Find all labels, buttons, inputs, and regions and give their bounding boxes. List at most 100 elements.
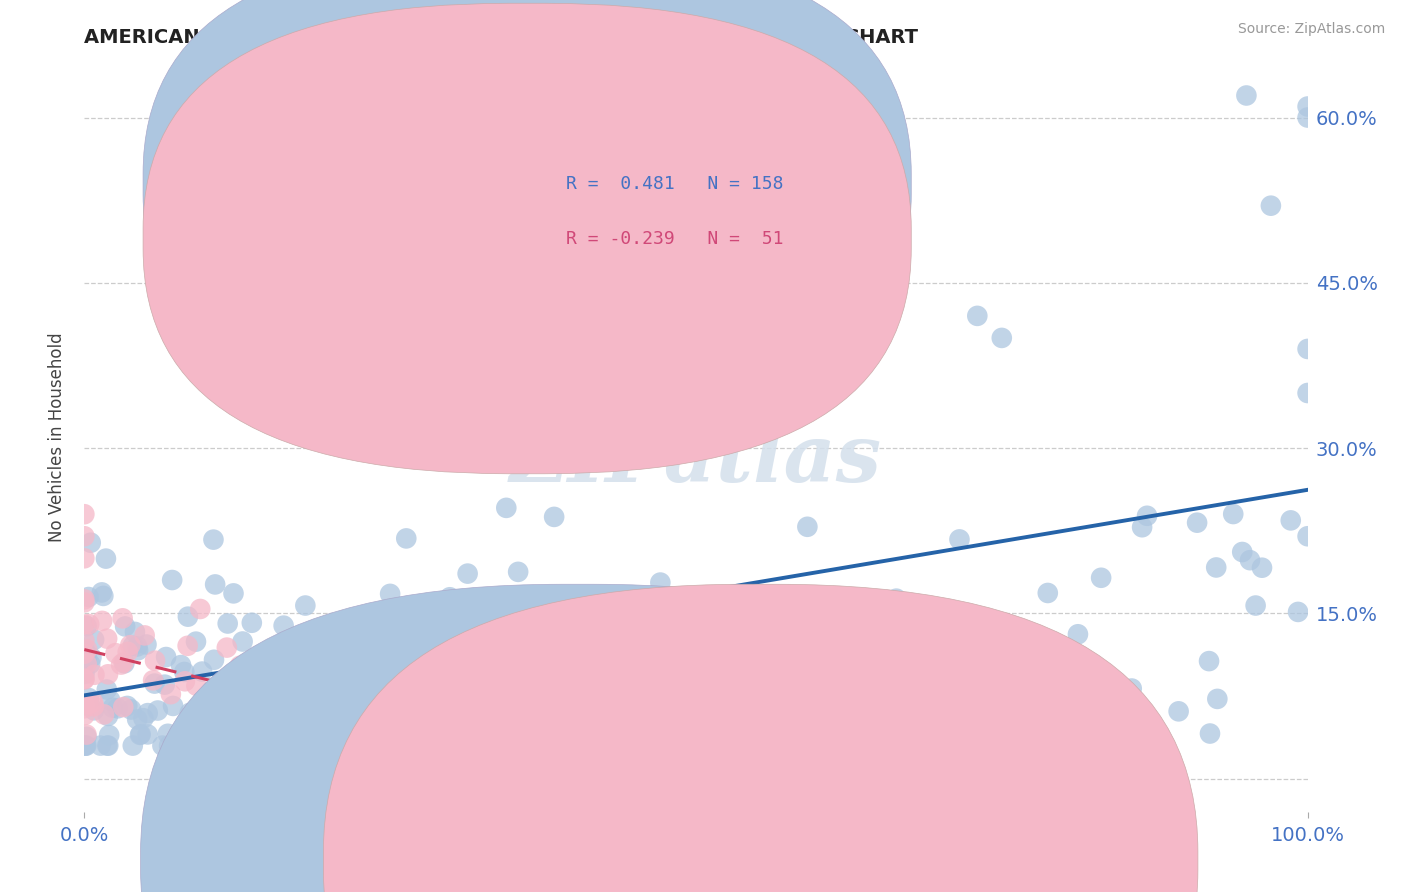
Point [1236,88,1258,103]
Point [555,719,578,733]
Point [460,709,482,723]
Point [1251,560,1274,574]
FancyBboxPatch shape [143,4,911,474]
Point [114,619,136,633]
Point [83,703,105,717]
Point [1296,111,1319,125]
Point [948,533,970,547]
Point [352,675,374,690]
Point [745,649,768,664]
Point [1067,627,1090,641]
Point [886,591,908,606]
Point [120,638,142,652]
Text: Americans: Americans [599,852,695,870]
Point [110,657,132,672]
FancyBboxPatch shape [143,0,911,419]
Point [1260,199,1282,213]
Point [75,739,97,753]
Point [160,573,183,587]
Point [1296,99,1319,113]
Point [534,696,557,710]
Point [120,702,142,716]
Point [97,739,120,753]
Point [93,707,115,722]
Point [157,739,180,753]
Point [1296,386,1319,401]
Point [188,602,211,616]
Point [249,710,271,724]
Point [378,587,401,601]
Point [76,651,98,665]
Point [495,500,517,515]
Point [747,220,769,235]
Point [239,667,262,681]
Point [463,658,485,673]
Point [80,535,103,549]
Point [160,687,183,701]
Point [73,673,96,687]
Point [232,634,254,648]
Point [97,667,120,681]
Point [96,632,118,646]
Point [544,615,567,629]
Point [75,655,97,669]
Point [83,699,105,714]
Point [1136,508,1159,523]
Point [155,650,177,665]
Point [222,586,245,600]
Point [111,611,134,625]
Point [215,640,238,655]
Point [142,673,165,688]
Point [682,613,704,627]
Point [73,708,96,723]
Point [1286,605,1309,619]
Point [94,551,117,566]
Point [184,634,207,648]
Point [173,665,195,679]
Point [897,652,920,666]
Point [569,622,592,636]
Point [112,656,135,670]
Point [176,639,198,653]
Point [540,601,562,615]
Point [98,728,121,742]
Point [375,714,398,729]
Point [217,616,239,631]
Point [129,727,152,741]
Point [73,698,96,712]
Text: R =  0.481   N = 158: R = 0.481 N = 158 [567,175,783,193]
Point [224,672,246,686]
Point [344,614,367,628]
Point [1296,342,1319,356]
Point [1206,692,1229,706]
Point [73,667,96,681]
Point [966,309,988,323]
Point [450,667,472,681]
Point [650,575,672,590]
Point [844,243,866,257]
Point [112,657,135,671]
Point [124,624,146,639]
Point [73,739,96,753]
Point [1185,516,1208,530]
Point [101,700,124,714]
Text: ZIPatlas: ZIPatlas [510,421,882,499]
Point [1130,520,1153,534]
Point [543,509,565,524]
Point [789,646,811,660]
FancyBboxPatch shape [475,145,891,276]
Point [117,645,139,659]
Point [614,607,637,621]
Point [77,617,100,632]
Point [162,698,184,713]
Point [136,727,159,741]
Point [80,650,103,665]
Point [152,739,174,753]
Point [668,592,690,607]
Point [991,331,1014,345]
Point [250,689,273,703]
Point [135,638,157,652]
Point [73,698,96,713]
Point [204,577,226,591]
Point [73,507,96,521]
